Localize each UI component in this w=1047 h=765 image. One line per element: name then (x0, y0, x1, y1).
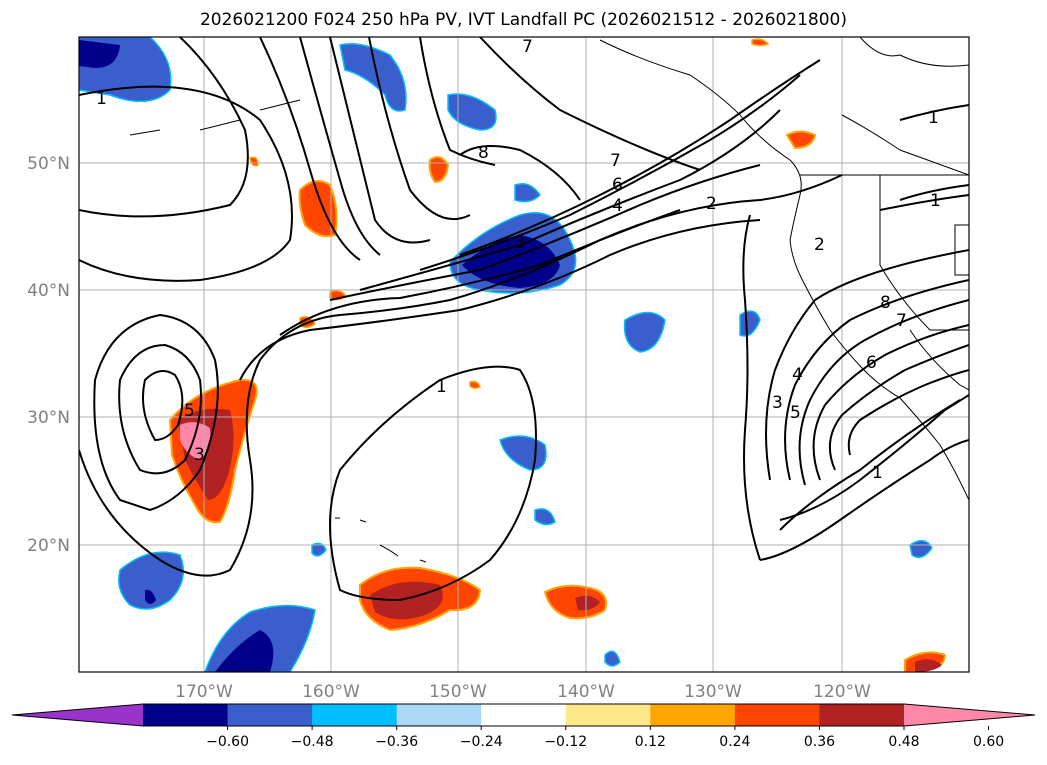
colorbar-swatch (396, 704, 482, 726)
contour-label: 1 (930, 191, 941, 211)
lat-label: 40°N (27, 281, 70, 301)
ivt-contours (79, 37, 969, 602)
colorbar-extend-high (904, 704, 1035, 726)
colorbar-swatch (481, 704, 567, 726)
colorbar-swatch (312, 704, 398, 726)
lon-label: 170°W (175, 682, 233, 702)
colorbar-tick-label: 0.48 (888, 734, 919, 750)
colorbar-tick-label: 0.36 (804, 734, 835, 750)
colorbar-swatch (143, 704, 229, 726)
colorbar-tick-label: −0.48 (291, 734, 334, 750)
contour-label: 7 (610, 151, 621, 171)
map-frame (78, 36, 970, 673)
contour-label: 1 (928, 108, 939, 128)
lat-label: 30°N (27, 408, 70, 428)
map-title: 2026021200 F024 250 hPa PV, IVT Landfall… (199, 10, 847, 30)
lon-label: 120°W (813, 682, 871, 702)
contour-label: 1 (872, 463, 883, 483)
contour-label: 3 (194, 445, 205, 465)
colorbar-extend-low (12, 704, 143, 726)
colorbar-tick-label: 0.24 (719, 734, 750, 750)
contour-label: 6 (612, 175, 623, 195)
contour-label: 1 (436, 377, 447, 397)
contour-label: 7 (896, 311, 907, 331)
colorbar-tick-label: −0.24 (460, 734, 503, 750)
contour-label: 8 (478, 143, 489, 163)
contour-label: 5 (790, 403, 801, 423)
colorbar-swatch (565, 704, 651, 726)
colorbar-tick-label: 0.12 (635, 734, 666, 750)
lon-label: 160°W (302, 682, 360, 702)
lat-label: 50°N (27, 154, 70, 174)
colorbar-swatch (819, 704, 905, 726)
contour-label: 8 (880, 293, 891, 313)
colorbar-outline (11, 703, 1036, 727)
colorbar-swatch (650, 704, 736, 726)
lon-label: 130°W (684, 682, 742, 702)
contour-label: 5 (184, 401, 195, 421)
lat-label: 20°N (27, 536, 70, 556)
contour-label: 3 (772, 393, 783, 413)
contour-labels: 1 8 7 6 4 2 1 1 2 8 7 6 3 5 4 1 1 3 5 3 … (96, 37, 941, 483)
contour-label: 1 (96, 89, 107, 109)
contour-label: 6 (866, 353, 877, 373)
lon-label: 150°W (429, 682, 487, 702)
colorbar-tick-label: −0.60 (206, 734, 249, 750)
colorbar-swatch (227, 704, 313, 726)
contour-label: 7 (522, 37, 533, 57)
lat-axis-labels: 50°N 40°N 30°N 20°N (27, 154, 70, 556)
contour-label: 2 (706, 194, 717, 214)
colorbar-tick-label: 0.60 (973, 734, 1004, 750)
colorbar-tick-label: −0.36 (375, 734, 418, 750)
map-panel (79, 37, 969, 672)
colorbar-swatch (734, 704, 820, 726)
contour-label: 4 (792, 365, 803, 385)
coastlines (129, 37, 969, 563)
contour-label: 2 (814, 235, 825, 255)
lon-axis-labels: 170°W 160°W 150°W 140°W 130°W 120°W (175, 682, 871, 702)
contour-label: 4 (612, 196, 623, 216)
colorbar-tick-label: −0.12 (544, 734, 587, 750)
colorbar-labels: −0.60 −0.48 −0.36 −0.24 −0.12 0.12 0.24 0.36 0.4… (206, 726, 1004, 750)
colorbar (11, 703, 1036, 727)
lon-label: 140°W (557, 682, 615, 702)
pv-shading (79, 37, 947, 672)
contour-label: 3 (514, 233, 525, 253)
